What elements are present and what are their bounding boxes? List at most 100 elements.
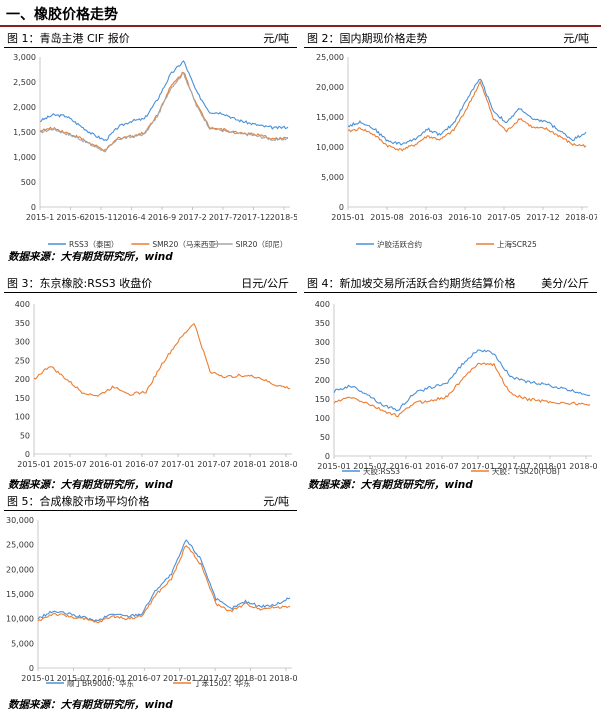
section-divider <box>0 25 601 27</box>
x-tick-label: 2016-01 <box>92 674 125 683</box>
series-line-2 <box>39 71 289 152</box>
x-tick-label: 2018-5 <box>270 213 297 222</box>
legend-label: 沪胶活跃合约 <box>377 239 422 249</box>
series-line-3 <box>39 72 289 153</box>
chart-title: 图 5：合成橡胶市场平均价格 <box>7 495 150 508</box>
chart-plot: 0 5,000 10,000 15,000 20,000 25,000 2015-01 201… <box>316 53 597 249</box>
y-tick-label: 400 <box>15 300 30 309</box>
data-source-note: 数据来源：大有期货研究所，wind <box>8 699 173 711</box>
legend-label: 丁苯1502：华东 <box>194 678 251 688</box>
x-tick-label: 2015-07 <box>57 674 90 683</box>
x-tick-label: 2015-08 <box>370 213 403 222</box>
y-tick-label: 0 <box>325 452 330 461</box>
chart-plot: 0 5,000 10,000 15,000 20,000 25,000 30,000 2015… <box>6 516 297 688</box>
data-source-note: 数据来源：大有期货研究所，wind <box>8 251 173 263</box>
y-tick-label: 20,000 <box>6 565 34 574</box>
legend-label: SIR20（印尼） <box>236 240 288 249</box>
legend-label: SMR20（马来西亚） <box>152 240 223 249</box>
x-tick-label: 2016-01 <box>89 460 122 469</box>
chart-panel-3: 图 3：东京橡胶:RSS3 收盘价 日元/公斤 0 50 100 150 200 250 3… <box>4 276 297 476</box>
series-line-1 <box>39 60 289 142</box>
x-tick-label: 2018-07 <box>565 213 597 222</box>
x-tick-label: 2017-12 <box>237 213 270 222</box>
y-tick-label: 1,000 <box>13 153 36 162</box>
y-tick-label: 2,000 <box>13 103 36 112</box>
x-tick-label: 2017-07 <box>497 462 530 471</box>
series-line-2 <box>333 362 591 418</box>
x-tick-label: 2016-07 <box>425 462 458 471</box>
chart-panel-5: 图 5：合成橡胶市场平均价格 元/吨 0 5,000 10,000 15,000 20,… <box>4 494 297 694</box>
x-tick-label: 2017-7 <box>209 213 237 222</box>
data-source-note: 数据来源：大有期货研究所，wind <box>308 479 473 491</box>
y-tick-label: 200 <box>15 375 30 384</box>
y-tick-label: 250 <box>315 357 330 366</box>
x-tick-label: 2018-01 <box>234 674 267 683</box>
legend-label: RSS3（泰国） <box>69 239 119 249</box>
y-tick-label: 250 <box>15 356 30 365</box>
x-tick-label: 2017-07 <box>197 460 230 469</box>
x-tick-label: 2015-07 <box>53 460 86 469</box>
series-line-1 <box>347 78 587 146</box>
y-tick-label: 150 <box>15 394 30 403</box>
chart-header: 图 1：青岛主港 CIF 报价 元/吨 <box>4 31 297 48</box>
x-tick-label: 2017-05 <box>487 213 520 222</box>
series-line-1 <box>37 539 291 622</box>
y-tick-label: 300 <box>15 338 30 347</box>
y-tick-label: 5,000 <box>321 173 344 182</box>
series-line-2 <box>37 545 291 624</box>
x-tick-label: 2017-01 <box>161 460 194 469</box>
chart-header: 图 3：东京橡胶:RSS3 收盘价 日元/公斤 <box>4 276 297 293</box>
chart-title: 图 3：东京橡胶:RSS3 收盘价 <box>7 277 153 290</box>
x-tick-label: 2016-07 <box>128 674 161 683</box>
x-tick-label: 2015-01 <box>331 213 364 222</box>
series-line-1 <box>333 349 591 412</box>
x-tick-label: 2016-9 <box>148 213 176 222</box>
x-tick-label: 2015-6 <box>56 213 84 222</box>
x-tick-label: 2015-01 <box>17 460 50 469</box>
y-tick-label: 3,000 <box>13 53 36 62</box>
y-tick-label: 0 <box>29 664 34 673</box>
x-tick-label: 2018-07 <box>269 460 297 469</box>
series-line-1 <box>33 322 291 397</box>
y-tick-label: 5,000 <box>11 639 34 648</box>
y-tick-label: 2,500 <box>13 78 36 87</box>
chart-header: 图 4：新加坡交易所活跃合约期货结算价格 美分/公斤 <box>304 276 597 293</box>
y-tick-label: 0 <box>25 450 30 459</box>
x-tick-label: 2016-10 <box>448 213 481 222</box>
x-tick-label: 2017-01 <box>163 674 196 683</box>
x-tick-label: 2015-01 <box>21 674 54 683</box>
y-tick-label: 300 <box>315 338 330 347</box>
chart-unit: 美分/公斤 <box>541 277 589 290</box>
y-tick-label: 0 <box>31 203 36 212</box>
y-tick-label: 100 <box>15 413 30 422</box>
x-tick-label: 2018-07 <box>269 674 297 683</box>
chart-title: 图 4：新加坡交易所活跃合约期货结算价格 <box>307 277 516 290</box>
y-tick-label: 15,000 <box>316 113 344 122</box>
x-tick-label: 2017-07 <box>198 674 231 683</box>
chart-unit: 元/吨 <box>263 32 289 45</box>
chart-unit: 日元/公斤 <box>241 277 289 290</box>
y-tick-label: 500 <box>21 178 36 187</box>
section-title: 一、橡胶价格走势 <box>6 7 118 23</box>
legend-label: 天胶:RSS3 <box>363 466 400 476</box>
y-tick-label: 350 <box>15 319 30 328</box>
y-tick-label: 50 <box>320 433 330 442</box>
x-tick-label: 2015-1 <box>26 213 54 222</box>
y-tick-label: 20,000 <box>316 83 344 92</box>
chart-panel-2: 图 2：国内期现价格走势 元/吨 0 5,000 10,000 15,000 20,00… <box>304 31 597 261</box>
y-tick-label: 200 <box>315 376 330 385</box>
legend-label: 顺丁BR9000：华东 <box>67 678 134 688</box>
data-source-note: 数据来源：大有期货研究所，wind <box>8 479 173 491</box>
x-tick-label: 2017-12 <box>526 213 559 222</box>
x-tick-label: 2016-01 <box>389 462 422 471</box>
chart-title: 图 2：国内期现价格走势 <box>307 32 428 45</box>
x-tick-label: 2017-01 <box>461 462 494 471</box>
chart-unit: 元/吨 <box>563 32 589 45</box>
x-tick-label: 2015-01 <box>317 462 350 471</box>
series-line-2 <box>347 80 587 152</box>
y-tick-label: 25,000 <box>6 541 34 550</box>
x-tick-label: 2018-01 <box>533 462 566 471</box>
x-tick-label: 2018-01 <box>233 460 266 469</box>
